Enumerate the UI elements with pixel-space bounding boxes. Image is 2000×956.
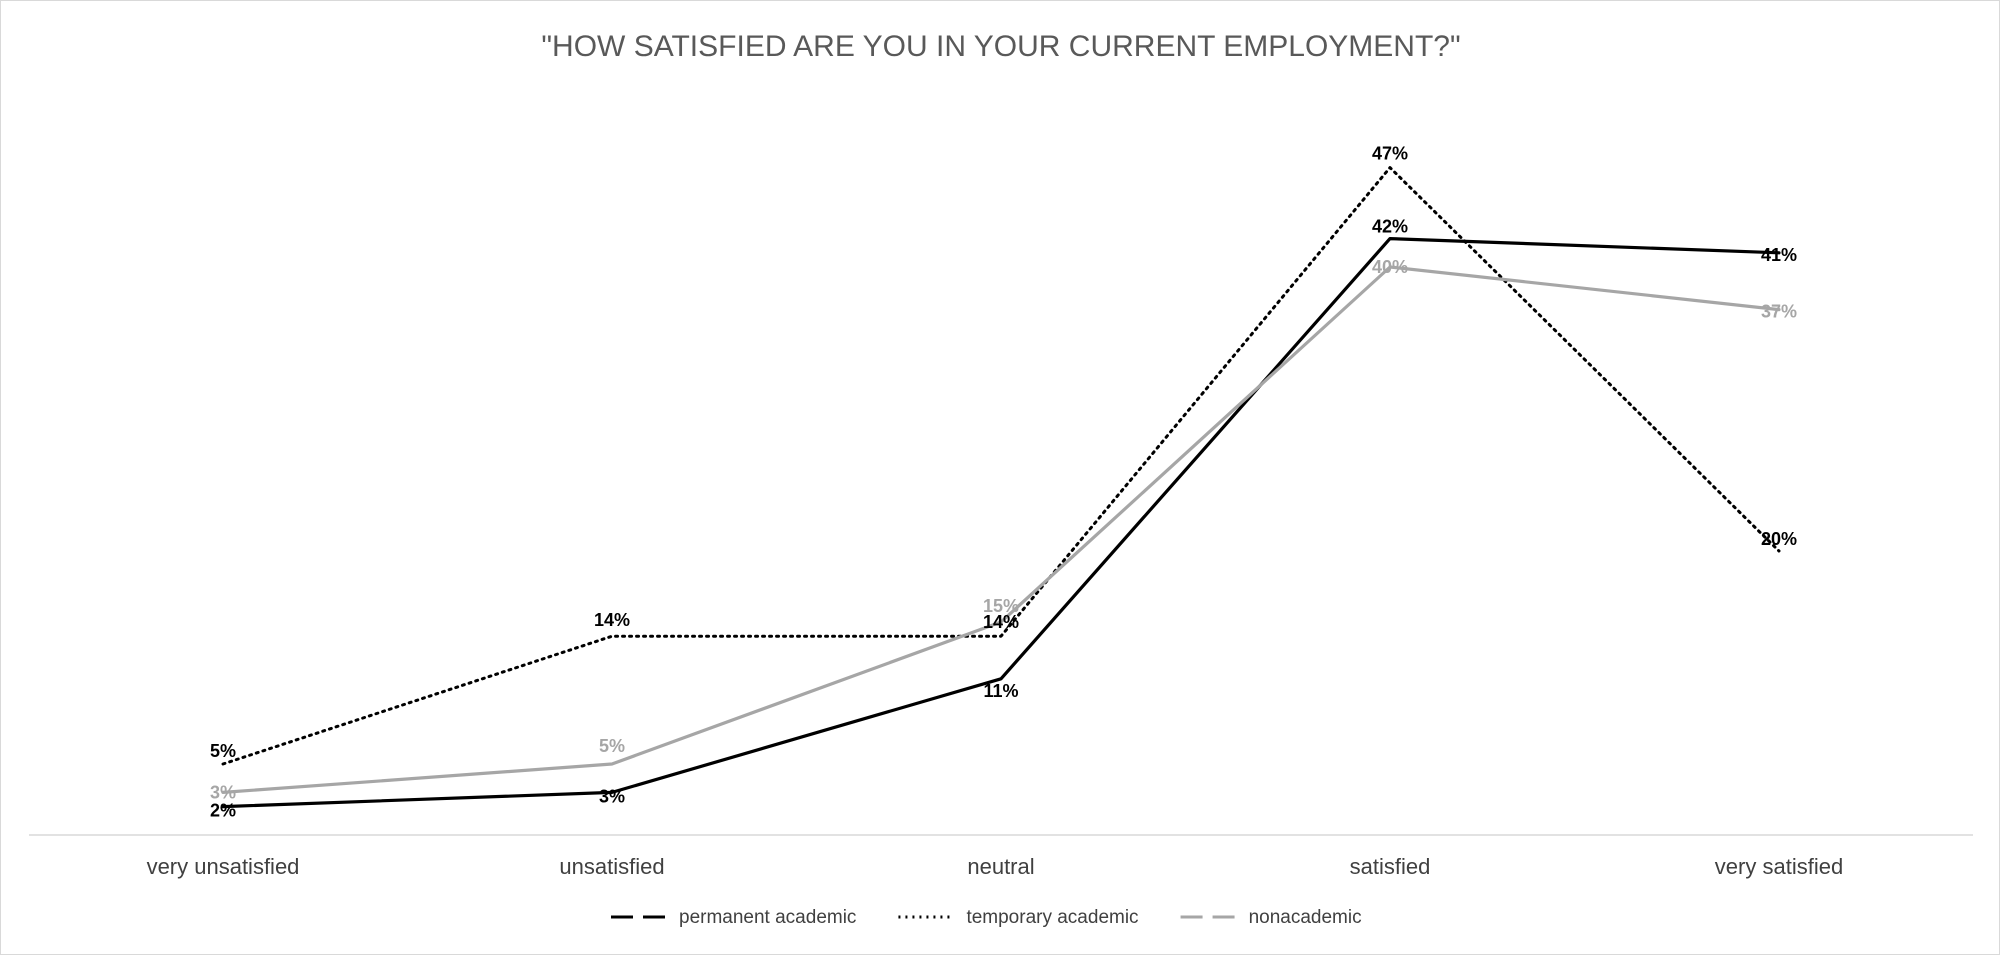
series-line-nonacademic [221, 265, 1781, 795]
legend: permanent academic temporary academic no… [611, 907, 1362, 928]
data-label: 42% [1372, 217, 1408, 237]
data-labels: 5%14% 14%47%20%3%5%15%40%37%2%3%11%42%41% [210, 144, 1797, 821]
data-label: 41% [1761, 245, 1797, 265]
series-line-temporary-academic [221, 166, 1781, 766]
legend-label: permanent academic [679, 907, 856, 928]
legend-item-nonacademic: nonacademic [1180, 907, 1362, 928]
legend-label: nonacademic [1249, 907, 1362, 928]
series-line-permanent-academic [221, 237, 1781, 809]
chart-title: "HOW SATISFIED ARE YOU IN YOUR CURRENT E… [541, 30, 1460, 63]
x-tick-labels: very unsatisfied unsatisfied neutral sat… [147, 854, 1844, 879]
data-label: 37% [1761, 302, 1797, 322]
data-label: 15% [983, 596, 1019, 616]
x-tick-label: neutral [967, 854, 1034, 879]
x-tick-label: unsatisfied [559, 854, 664, 879]
data-label: 47% [1372, 144, 1408, 164]
data-label: 2% [210, 801, 236, 821]
legend-item-permanent-academic: permanent academic [611, 907, 856, 928]
data-label: 3% [210, 782, 236, 802]
legend-label: temporary academic [966, 907, 1138, 928]
x-tick-label: satisfied [1350, 854, 1431, 879]
series-lines [221, 166, 1781, 809]
data-label: 5% [210, 741, 236, 761]
data-label: 20% [1761, 529, 1797, 549]
data-label: 5% [599, 736, 625, 756]
data-label: 14% [983, 612, 1019, 632]
x-tick-label: very satisfied [1715, 854, 1843, 879]
data-label: 40% [1372, 257, 1408, 277]
legend-item-temporary-academic: temporary academic [898, 907, 1139, 928]
x-tick-label: very unsatisfied [147, 854, 300, 879]
data-label: 3% [599, 786, 625, 806]
data-label: 14% [594, 610, 630, 630]
data-label: 11% [983, 681, 1018, 701]
